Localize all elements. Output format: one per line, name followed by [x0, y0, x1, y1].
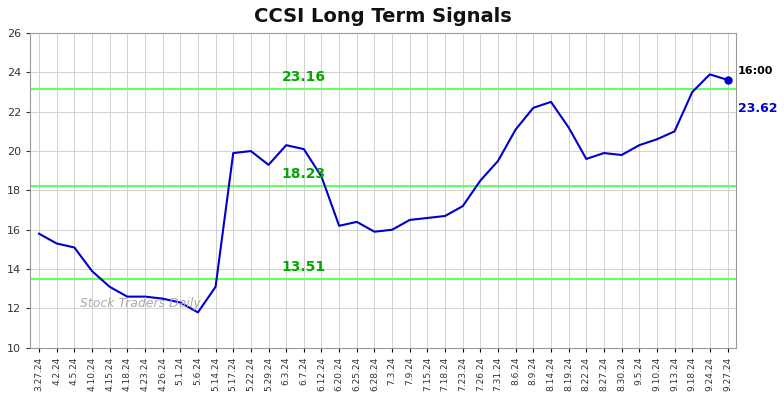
Text: 13.51: 13.51	[281, 260, 326, 274]
Title: CCSI Long Term Signals: CCSI Long Term Signals	[254, 7, 512, 26]
Text: 18.23: 18.23	[281, 167, 326, 181]
Text: 16:00: 16:00	[738, 66, 773, 76]
Text: 23.16: 23.16	[281, 70, 326, 84]
Text: Stock Traders Daily: Stock Traders Daily	[80, 297, 201, 310]
Text: 23.62: 23.62	[738, 102, 777, 115]
